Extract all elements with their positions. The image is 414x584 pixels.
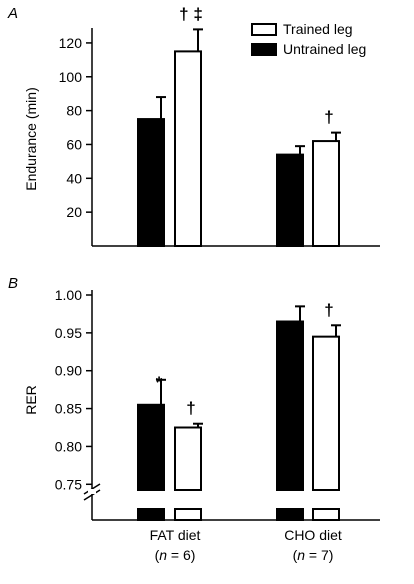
legend-swatch-trained [251, 23, 277, 36]
panel-b-significance-mark: † [186, 399, 195, 418]
panel-b-bar-stub-trained [312, 508, 340, 521]
panel-a-y-tick-label: 40 [66, 170, 82, 186]
panel-a-label: A [7, 5, 18, 22]
panel-b-y-tick-label: 1.00 [55, 287, 82, 303]
panel-b-y-tick-label: 0.85 [55, 401, 82, 417]
panel-a-y-axis-title: Endurance (min) [23, 87, 39, 191]
panel-b-y-tick-label: 0.90 [55, 363, 82, 379]
panel-a-bar-trained [312, 140, 340, 247]
panel-a-significance-mark: † [324, 108, 333, 127]
panel-b-bar-trained [174, 426, 202, 491]
panel-a-y-tick-label: 120 [59, 35, 83, 51]
panel-b-bar-trained [312, 335, 340, 491]
category-label-cho: CHO diet [284, 527, 342, 543]
panel-b-bar-untrained [137, 403, 165, 491]
panel-b-y-tick-label: 0.80 [55, 438, 82, 454]
panel-a-y-tick-label: 80 [66, 103, 82, 119]
panel-b-label: B [8, 275, 18, 292]
legend-swatch-untrained [251, 43, 277, 56]
panel-a-bar-untrained [276, 153, 304, 247]
panel-b-chart: 0.75 0.80 0.85 0.90 0.95 1.00 RER * † † [23, 287, 380, 521]
panel-a-bar-trained [174, 50, 202, 248]
panel-b-y-axis-title: RER [23, 385, 39, 415]
panel-b-bar-untrained [276, 320, 304, 491]
panel-b-bar-stub-trained [174, 508, 202, 521]
panel-a-y-tick-label: 100 [59, 69, 83, 85]
panel-b-axis-break-mark [83, 489, 101, 501]
panel-b-bar-stub-untrained [137, 508, 165, 521]
category-label-fat: FAT diet [150, 527, 201, 543]
legend-label-untrained: Untrained leg [283, 41, 366, 57]
panel-b-y-tick-label: 0.75 [55, 476, 82, 492]
panel-a-y-tick-label: 20 [66, 204, 82, 220]
category-n-fat: (n = 6) [155, 547, 196, 563]
panel-b-significance-mark: * [156, 373, 163, 392]
panel-b-bar-stub-untrained [276, 508, 304, 521]
panel-b-significance-mark: † [324, 300, 333, 319]
legend: Trained leg Untrained leg [251, 21, 366, 57]
panel-b-axis-break-gap [88, 489, 96, 494]
panel-a-bar-untrained [137, 118, 165, 247]
panel-b-y-tick-label: 0.95 [55, 325, 82, 341]
panel-a-significance-mark: † ‡ [179, 4, 203, 23]
panel-a-chart: 20 40 60 80 100 120 Endurance (min) † ‡ † [23, 4, 380, 248]
panel-a-y-tick-label: 60 [66, 136, 82, 152]
legend-label-trained: Trained leg [283, 21, 353, 37]
category-n-cho: (n = 7) [293, 547, 334, 563]
